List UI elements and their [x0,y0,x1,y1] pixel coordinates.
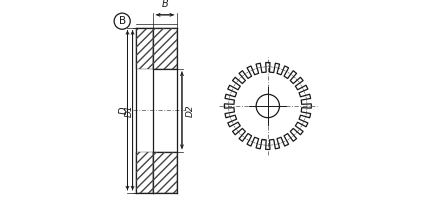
Text: D: D [119,106,129,114]
Text: B: B [162,0,168,9]
Text: D1: D1 [125,104,134,117]
Text: B: B [119,16,126,26]
Text: D2: D2 [185,104,194,117]
